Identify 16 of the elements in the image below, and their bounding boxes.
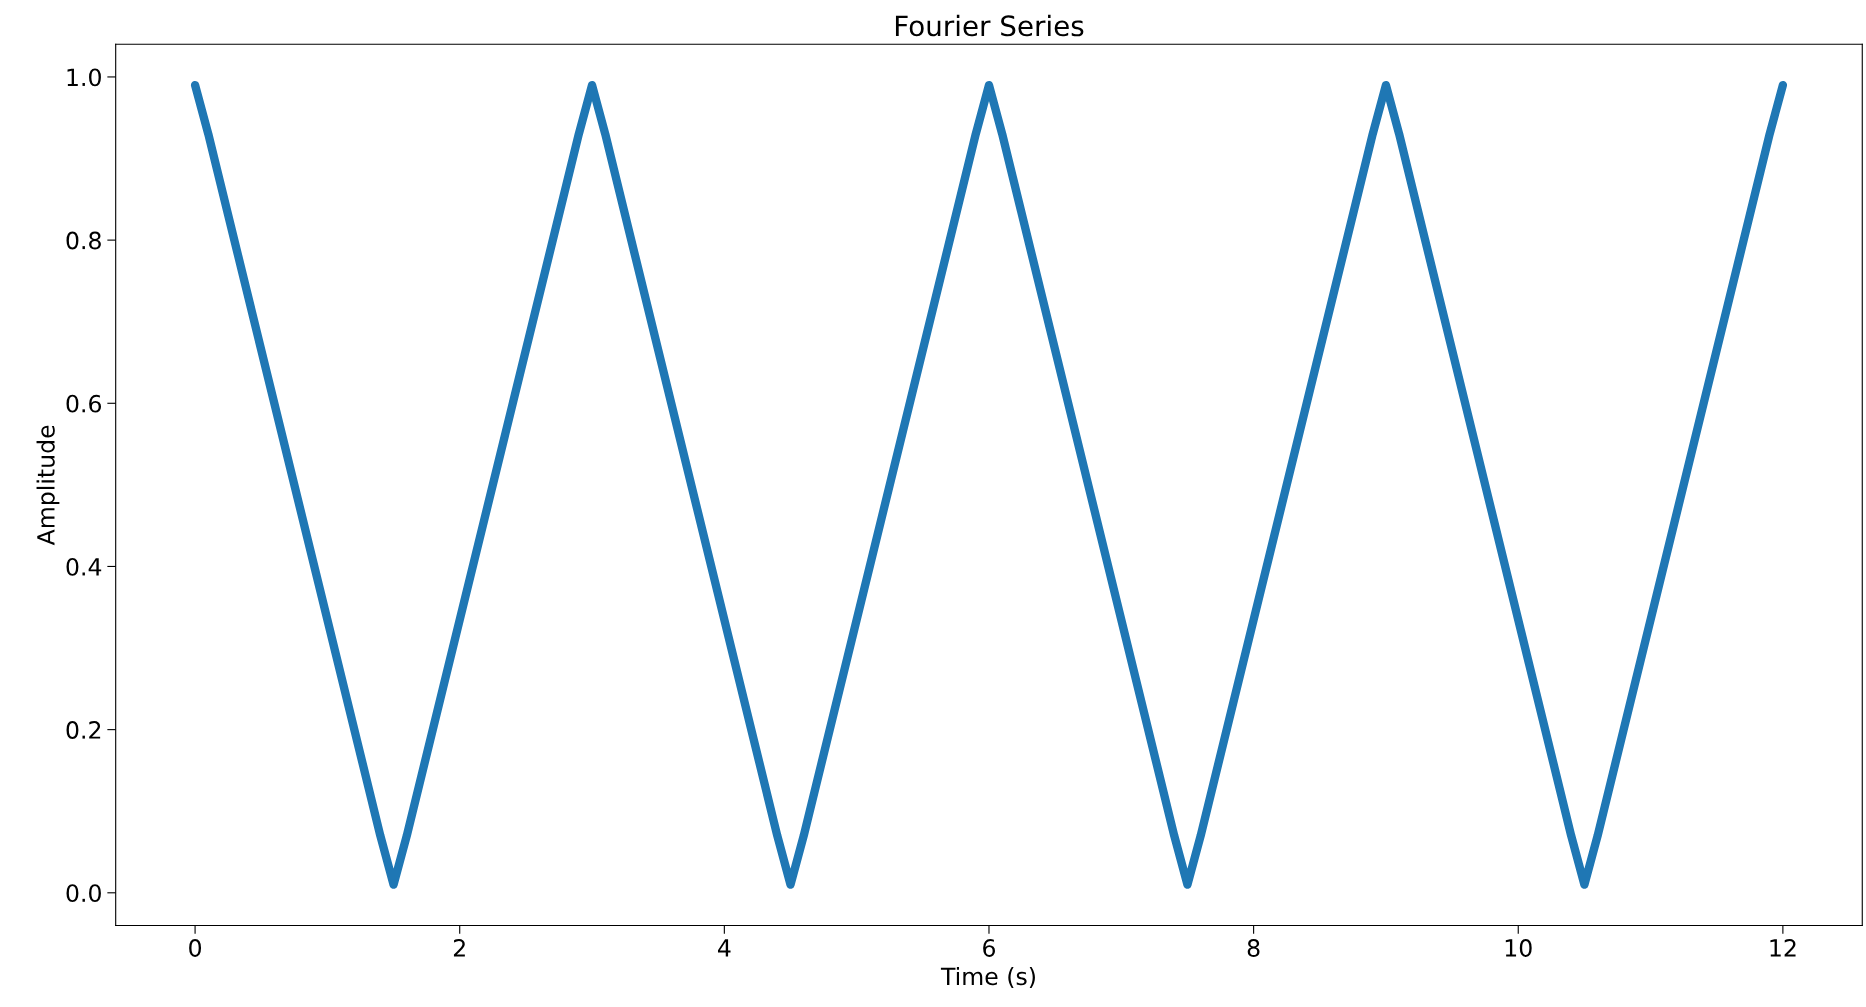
x-tick-label: 8	[1247, 939, 1260, 957]
x-tick-label: 2	[453, 939, 465, 957]
y-tick-label: 0.8	[66, 231, 101, 250]
x-tick-label: 4	[717, 939, 731, 957]
y-tick-label: 1.0	[67, 68, 101, 87]
y-tick-label: 0.6	[66, 394, 102, 413]
x-tick-label: 12	[1770, 939, 1796, 957]
x-tick-label: 10	[1505, 939, 1532, 957]
x-tick-label: 0	[189, 939, 202, 957]
x-axis-title: Time (s)	[940, 967, 1035, 989]
y-tick-label: 0.2	[66, 721, 101, 739]
y-tick-label: 0.4	[66, 557, 102, 576]
y-axis-title: Amplitude	[36, 425, 60, 546]
chart-title: Fourier Series	[895, 14, 1084, 37]
y-tick-label: 0.0	[66, 884, 101, 903]
x-tick-label: 6	[983, 939, 995, 957]
